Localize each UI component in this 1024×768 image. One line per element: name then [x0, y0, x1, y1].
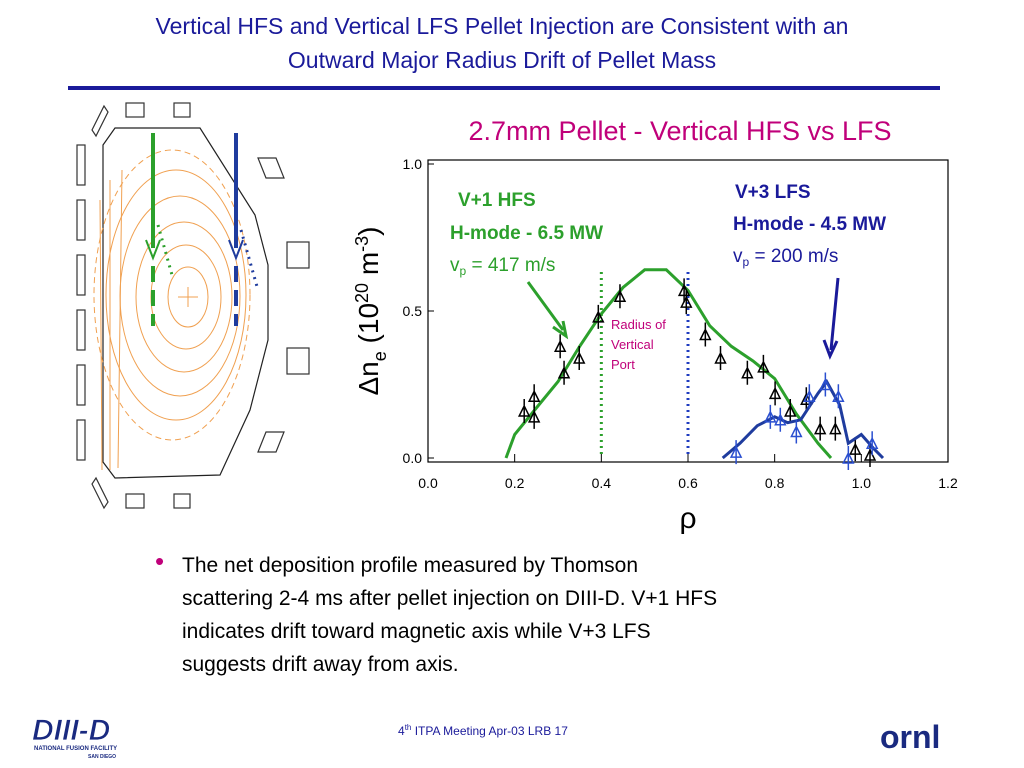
logo-sub: SAN DIEGO [88, 754, 116, 760]
y-label-part: ) [353, 226, 384, 235]
speed-part: v [733, 246, 743, 267]
data-point [527, 404, 541, 429]
chart-title: 2.7mm Pellet - Vertical HFS vs LFS [468, 116, 891, 146]
bullet-text: The net deposition profile measured by T… [182, 554, 717, 676]
x-tick-label: 0.4 [592, 475, 612, 491]
y-tick-label: 1.0 [403, 156, 423, 172]
x-tick-label: 1.2 [938, 475, 958, 491]
lfs-label: V+3 LFS [735, 182, 811, 203]
logo-right: ornl [880, 719, 940, 755]
speed-part: = 417 m/s [466, 255, 555, 276]
lfs-speed: vp = 200 m/s [733, 246, 838, 269]
data-point [613, 284, 627, 309]
y-label-part: (10 [353, 303, 384, 351]
speed-part: v [450, 255, 460, 276]
data-point [764, 404, 777, 429]
logo-sub: NATIONAL FUSION FACILITY [34, 746, 117, 752]
data-point [865, 431, 879, 456]
data-point [849, 437, 862, 462]
title-line: Vertical HFS and Vertical LFS Pellet Inj… [156, 13, 849, 39]
data-point [553, 334, 567, 359]
port-label: Port [611, 357, 635, 372]
data-point [517, 398, 531, 423]
y-tick-label: 0.0 [403, 450, 423, 466]
footer-text: ITPA Meeting Apr-03 LRB 17 [411, 724, 568, 738]
x-axis-label: ρ [679, 502, 696, 535]
data-point [757, 354, 770, 379]
x-tick-label: 0.0 [418, 475, 438, 491]
x-tick-label: 0.2 [505, 475, 525, 491]
bullet-line: suggests drift away from axis. [182, 653, 459, 676]
flux-surfaces [93, 149, 251, 471]
data-point [680, 290, 693, 315]
y-label-part: e [370, 351, 390, 361]
logo-name: DIII-D [32, 714, 110, 747]
data-point [819, 372, 832, 397]
data-point [714, 346, 727, 371]
footer-num: 4 [398, 724, 405, 738]
port-label: Radius of [611, 317, 666, 332]
title-line: Outward Major Radius Drift of Pellet Mas… [288, 47, 716, 73]
title-rule [68, 86, 940, 90]
data-point [768, 381, 782, 406]
y-label-part: Δn [353, 361, 384, 395]
data-point [527, 384, 541, 409]
bullet-line: scattering 2-4 ms after pellet injection… [182, 587, 717, 610]
data-point [784, 398, 797, 423]
data-point [557, 360, 571, 385]
logo-left: DIII-D NATIONAL FUSION FACILITY SAN DIEG… [32, 714, 118, 760]
x-tick-label: 0.8 [765, 475, 785, 491]
plot: 0.0 0.2 0.4 0.6 0.8 1.0 1.2 0.0 0.5 1.0 Δne (1020 … [352, 156, 958, 491]
data-point [832, 384, 845, 409]
speed-part: = 200 m/s [749, 246, 838, 267]
hfs-mode: H-mode - 6.5 MW [450, 223, 603, 244]
fit-curve [504, 268, 833, 459]
hfs-label: V+1 HFS [458, 190, 536, 211]
data-point [592, 304, 605, 329]
data-point [699, 322, 712, 347]
footer: 4th ITPA Meeting Apr-03 LRB 17 [398, 723, 568, 738]
y-tick-label: 0.5 [403, 303, 423, 319]
data-point [573, 346, 586, 371]
data-point [774, 407, 787, 432]
data-point [741, 360, 754, 385]
bullet-line: The net deposition profile measured by T… [182, 554, 638, 577]
data-point [842, 446, 855, 470]
footer-sup: th [405, 723, 412, 732]
port-label: Vertical [611, 337, 654, 352]
y-label-part: 20 [352, 283, 372, 303]
x-tick-label: 1.0 [852, 475, 872, 491]
speed-part: p [460, 264, 467, 278]
y-label-part: m [353, 252, 384, 283]
tokamak-diagram [76, 102, 310, 510]
pellet-paths [145, 133, 260, 326]
data-point [813, 416, 827, 441]
lfs-mode: H-mode - 4.5 MW [733, 214, 886, 235]
bullet-marker: • [155, 546, 164, 576]
x-tick-label: 0.6 [678, 475, 698, 491]
hfs-speed: vp = 417 m/s [450, 255, 555, 278]
y-label-part: -3 [352, 236, 372, 252]
data-point [803, 384, 816, 409]
hfs-arrow [526, 281, 569, 340]
y-axis-label: Δne (1020 m-3) [352, 226, 390, 395]
fit-curve [721, 378, 885, 460]
bullet-line: indicates drift toward magnetic axis whi… [182, 620, 651, 643]
data-point [729, 440, 743, 465]
lfs-arrow [822, 277, 840, 360]
data-point [790, 419, 803, 444]
data-point [829, 416, 842, 441]
speed-part: p [743, 255, 750, 269]
